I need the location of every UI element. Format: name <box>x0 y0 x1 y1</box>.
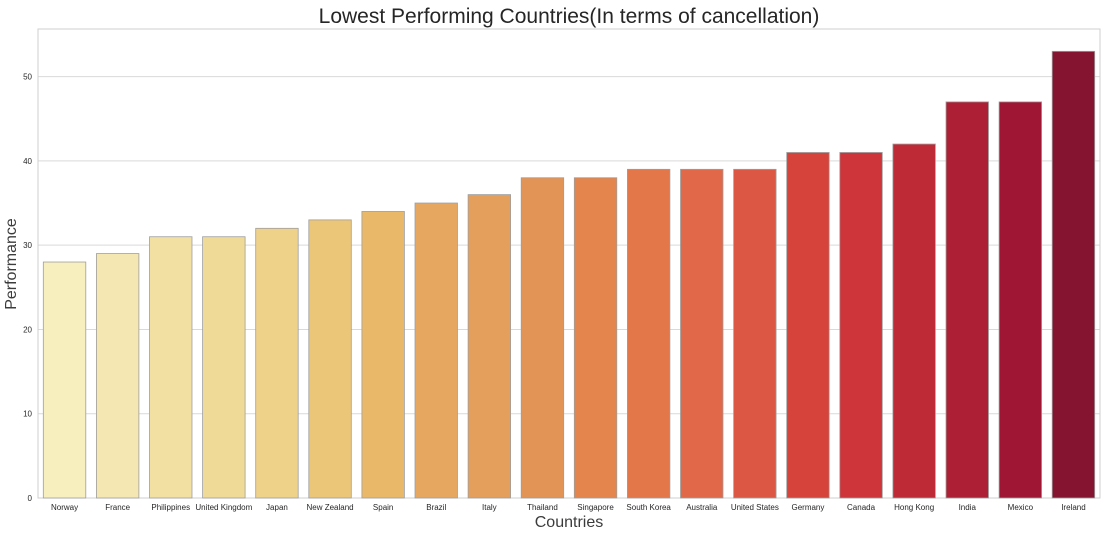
bar-france <box>96 253 140 499</box>
x-tick-labels: Norway France Philippines United Kingdom Jap… <box>51 503 1086 512</box>
y-tick-label: 0 <box>28 494 33 503</box>
x-tick-label: New Zealand <box>306 503 353 512</box>
plot-frame <box>37 28 1101 499</box>
x-tick-label: Ireland <box>1061 503 1085 512</box>
bar-norway <box>42 261 87 499</box>
bar-hong-kong <box>892 143 936 499</box>
bar-thailand <box>520 177 565 499</box>
bar-spain <box>361 211 405 499</box>
bar-united-states <box>733 168 777 499</box>
y-axis-label: Performance <box>3 218 20 310</box>
bar-united-kingdom <box>202 236 246 499</box>
x-tick-label: France <box>105 503 130 512</box>
y-tick-label: 50 <box>23 73 32 82</box>
bar-philippines <box>149 236 193 499</box>
bar-layer <box>42 50 1096 499</box>
x-tick-label: Philippines <box>151 503 190 512</box>
y-tick-labels: 0 10 20 30 40 50 <box>23 73 32 503</box>
x-tick-label: India <box>959 503 977 512</box>
x-tick-label: Norway <box>51 503 78 512</box>
bar-singapore <box>573 177 618 499</box>
bar-south-korea <box>627 168 671 499</box>
y-tick-label: 20 <box>23 325 32 334</box>
y-tick-label: 30 <box>23 241 32 250</box>
x-tick-label: Brazil <box>426 503 446 512</box>
bar-brazil <box>414 202 458 499</box>
x-tick-label: Thailand <box>527 503 558 512</box>
bar-italy <box>467 194 511 499</box>
grid-layer <box>38 76 1100 499</box>
x-tick-label: United Kingdom <box>195 503 252 512</box>
bar-india <box>945 101 989 499</box>
x-tick-label: Italy <box>482 503 497 512</box>
bar-japan <box>255 227 299 499</box>
x-tick-label: Germany <box>791 503 824 512</box>
y-tick-label: 10 <box>23 410 32 419</box>
bar-ireland <box>1051 50 1096 499</box>
bar-canada <box>839 152 883 499</box>
x-tick-label: Spain <box>373 503 393 512</box>
x-tick-label: South Korea <box>626 503 671 512</box>
x-tick-label: Australia <box>686 503 718 512</box>
chart-title: Lowest Performing Countries(In terms of … <box>319 5 820 28</box>
bar-mexico <box>998 101 1042 499</box>
bar-australia <box>680 168 724 499</box>
x-tick-label: Canada <box>847 503 876 512</box>
x-axis-label: Countries <box>535 514 603 531</box>
y-tick-label: 40 <box>23 157 32 166</box>
x-tick-label: Mexico <box>1008 503 1034 512</box>
x-tick-label: Hong Kong <box>894 503 934 512</box>
x-tick-label: Singapore <box>577 503 614 512</box>
bar-germany <box>786 152 830 499</box>
x-tick-label: Japan <box>266 503 288 512</box>
bar-new-zealand <box>308 219 352 499</box>
x-tick-label: United States <box>731 503 779 512</box>
